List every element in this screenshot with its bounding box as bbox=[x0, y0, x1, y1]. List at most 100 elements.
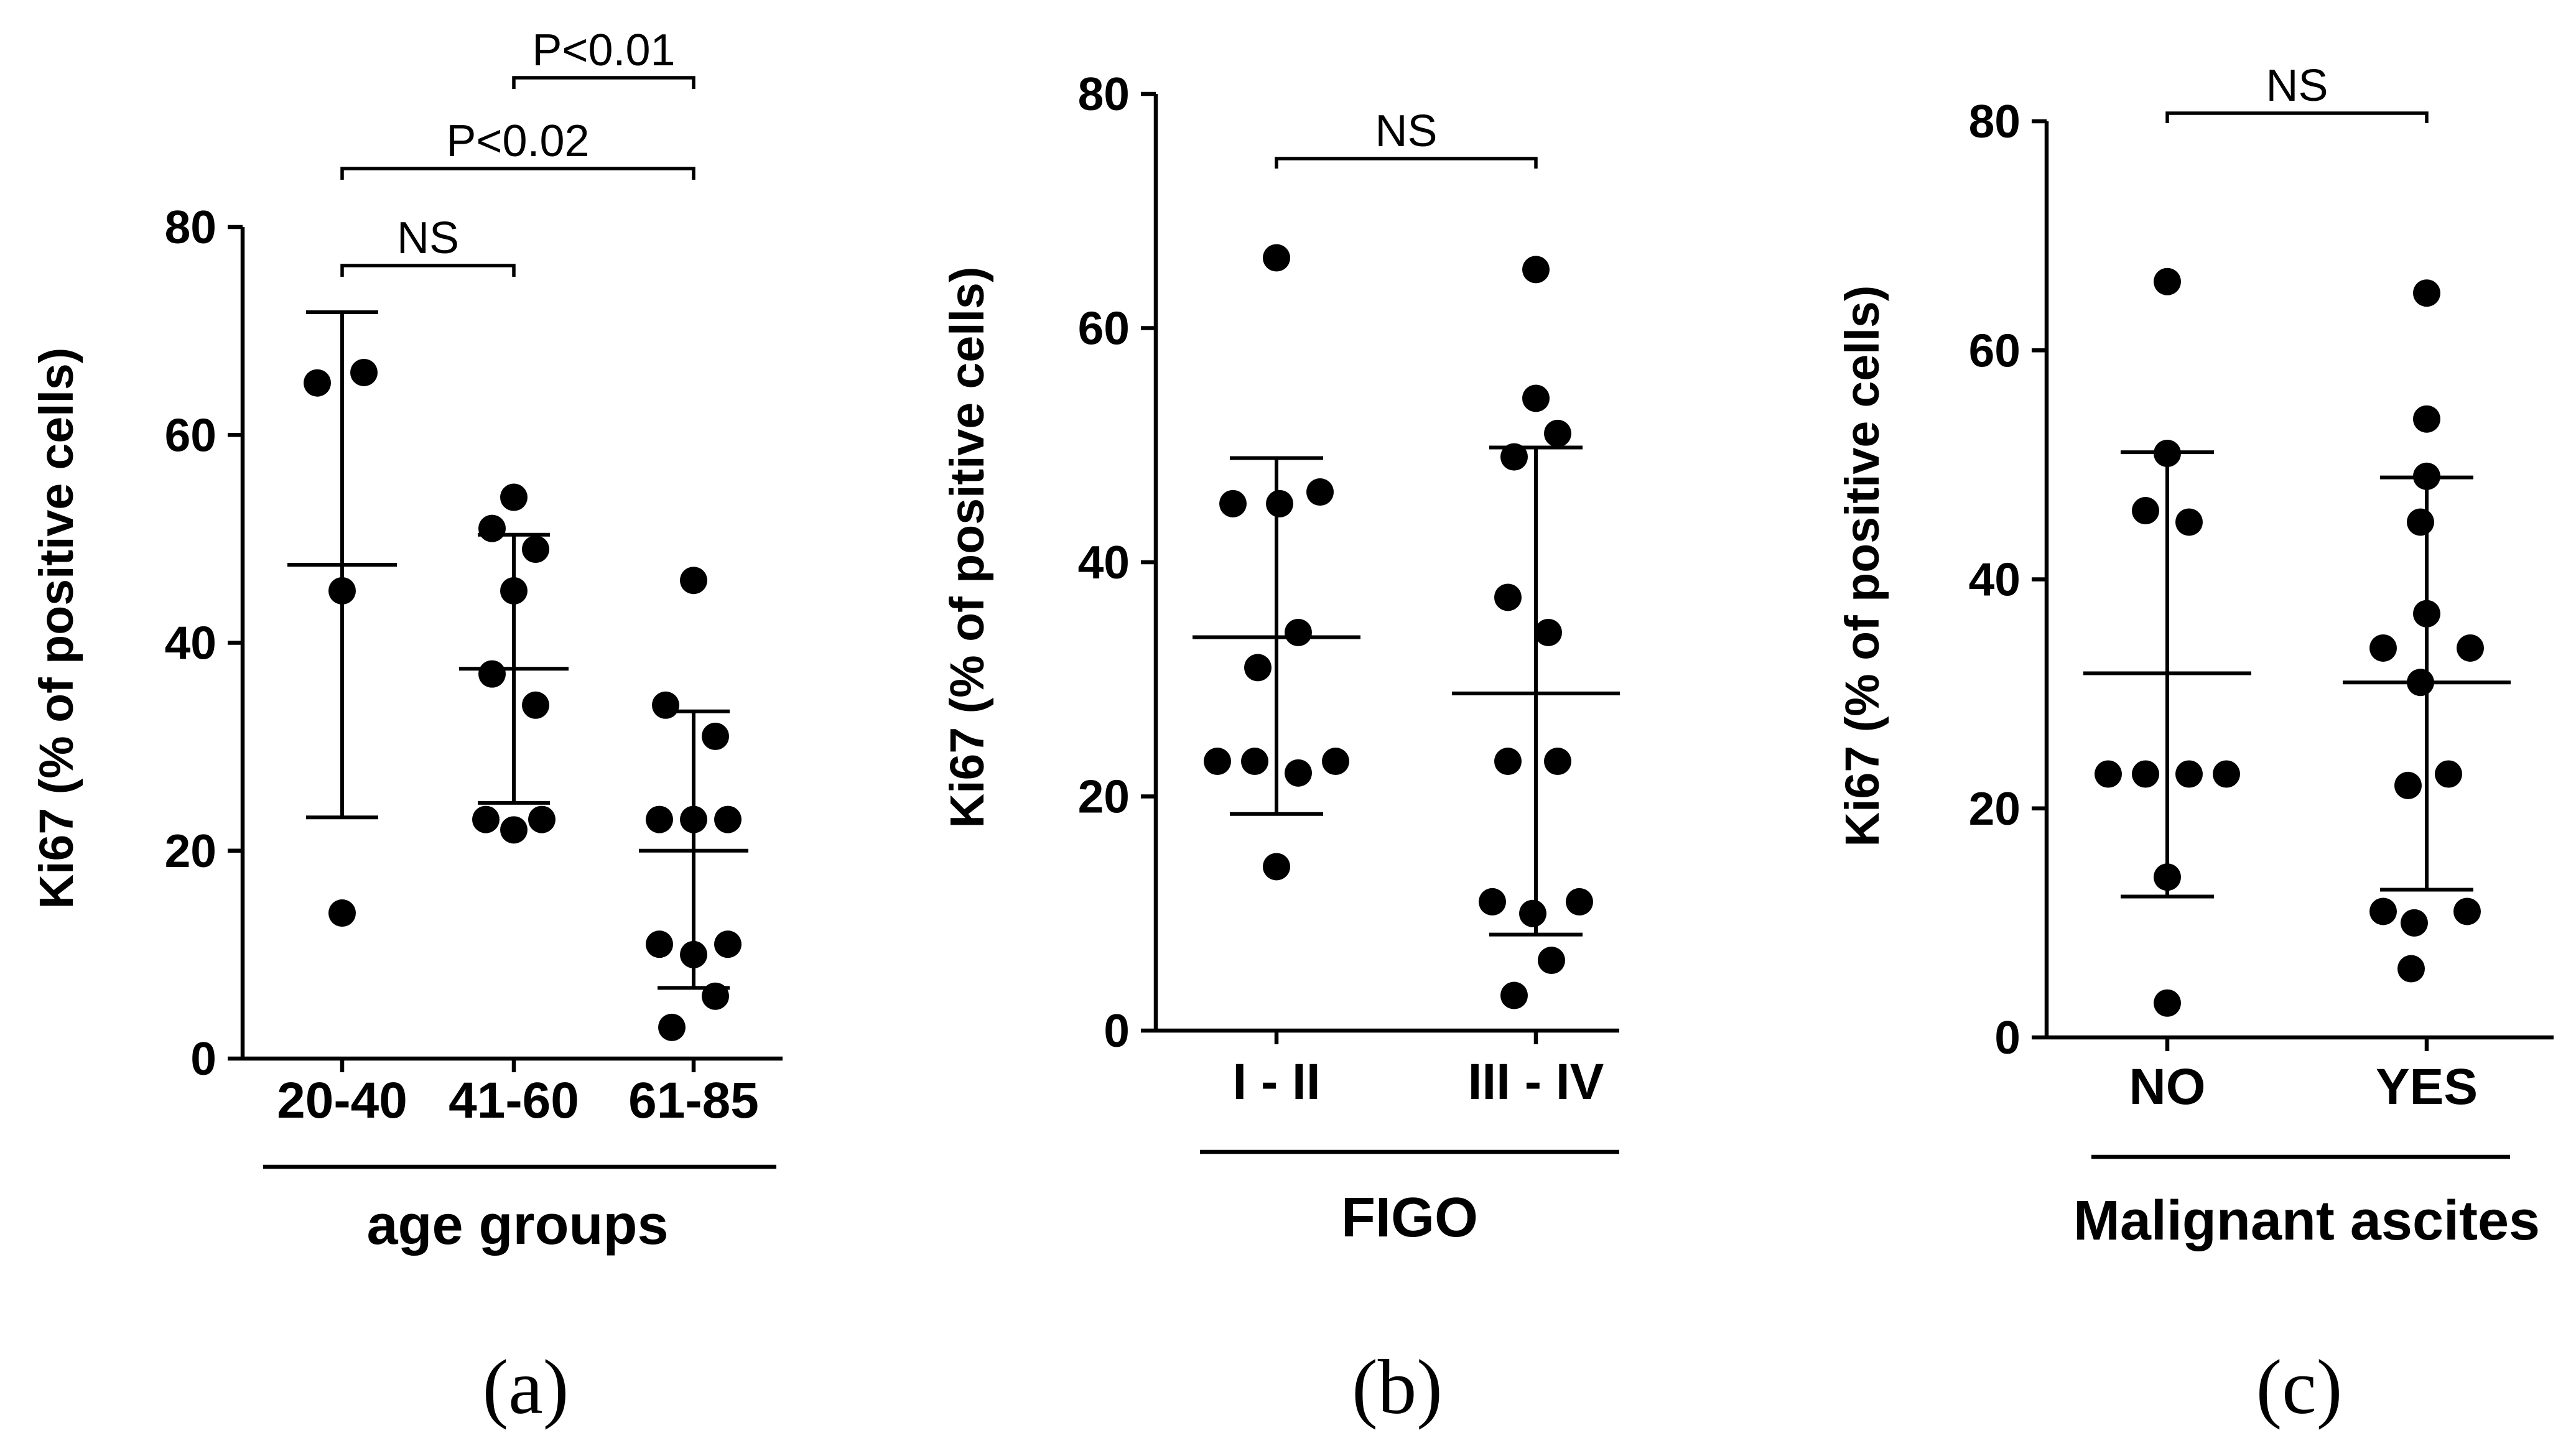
panel-a-y-tick-label: 40 bbox=[165, 617, 216, 669]
panel-a-data-point bbox=[702, 722, 729, 750]
panel-b-data-point bbox=[1535, 618, 1562, 646]
panel-c-y-tick-label: 60 bbox=[1969, 324, 2020, 376]
panel-a-data-point bbox=[714, 930, 742, 958]
panel-b-significance-label: NS bbox=[1375, 106, 1437, 156]
panel-b-data-point bbox=[1306, 478, 1334, 506]
panel-c-data-point bbox=[2401, 909, 2428, 937]
panel-b-data-point bbox=[1500, 981, 1528, 1009]
panel-b-data-point bbox=[1479, 888, 1506, 916]
panel-c: Ki67 (% of positive cells) 0 20 40 60 80 NO YE… bbox=[1836, 61, 2554, 1430]
panel-b-data-point bbox=[1538, 947, 1565, 975]
panel-a-category-label: 61-85 bbox=[628, 1072, 759, 1129]
panel-b-label: (b) bbox=[1352, 1345, 1443, 1430]
panel-c-data-point bbox=[2369, 897, 2397, 925]
panel-c-data-point bbox=[2453, 897, 2481, 925]
panel-a-data-point bbox=[328, 899, 356, 927]
panel-c-data-point bbox=[2154, 267, 2181, 295]
panel-b-data-point bbox=[1285, 759, 1312, 787]
panel-c-group-label: Malignant ascites bbox=[2073, 1190, 2540, 1252]
panel-c-data-point bbox=[2394, 771, 2422, 799]
panel-a-data-point bbox=[350, 358, 378, 386]
panel-c-plot-area: 0 20 40 60 80 NO YES NS bbox=[1969, 61, 2554, 1115]
panel-c-y-tick-label: 0 bbox=[1994, 1011, 2020, 1064]
panel-b-y-tick-label: 40 bbox=[1078, 536, 1130, 588]
panel-c-y-tick-label: 80 bbox=[1969, 95, 2020, 147]
panel-a-data-point bbox=[500, 577, 528, 605]
panel-b-data-point bbox=[1544, 419, 1571, 447]
panel-a-data-point bbox=[522, 536, 549, 563]
panel-a-group-label: age groups bbox=[366, 1194, 668, 1256]
panel-a-y-tick-label: 60 bbox=[165, 409, 216, 461]
panel-b-data-point bbox=[1494, 583, 1522, 611]
panel-a-data-point bbox=[680, 567, 707, 595]
panel-b-data-point bbox=[1522, 384, 1550, 412]
panel-a-data-point bbox=[528, 805, 556, 833]
panel-b-data-point bbox=[1494, 748, 1522, 776]
panel-c-data-point bbox=[2413, 405, 2440, 433]
panel-a-data-point bbox=[304, 369, 331, 397]
panel-a-y-axis-label: Ki67 (% of positive cells) bbox=[30, 348, 83, 909]
panel-a-y-tick-label: 80 bbox=[165, 201, 216, 253]
panel-c-label: (c) bbox=[2256, 1345, 2343, 1430]
panel-c-y-tick-label: 20 bbox=[1969, 782, 2020, 835]
panel-a-data-point bbox=[328, 577, 356, 605]
panel-b-plot-area: 0 20 40 60 80 I - II III - IV NS bbox=[1078, 68, 1620, 1110]
panel-a-y-tick-label: 20 bbox=[165, 825, 216, 877]
panel-c-data-point bbox=[2154, 439, 2181, 467]
panel-b: Ki67 (% of positive cells) 0 20 40 60 80 I - … bbox=[941, 68, 1620, 1430]
panel-a-data-point bbox=[472, 805, 500, 833]
panel-c-data-point bbox=[2154, 989, 2181, 1017]
panel-b-data-point bbox=[1263, 853, 1290, 881]
panel-c-data-point bbox=[2413, 279, 2440, 307]
panel-b-data-point bbox=[1522, 256, 1550, 284]
panel-b-group-label: FIGO bbox=[1341, 1187, 1478, 1249]
panel-b-y-tick-label: 20 bbox=[1078, 771, 1130, 823]
panel-a-data-point bbox=[714, 805, 742, 833]
panel-c-category-label: YES bbox=[2376, 1059, 2478, 1115]
panel-a-data-point bbox=[478, 514, 506, 542]
panel-c-data-point bbox=[2369, 634, 2397, 662]
panel-c-data-point bbox=[2457, 634, 2484, 662]
panel-b-data-point bbox=[1219, 489, 1247, 517]
panel-c-data-point bbox=[2154, 863, 2181, 891]
panel-a-significance-label: P<0.01 bbox=[532, 26, 675, 75]
panel-a-data-point bbox=[478, 660, 506, 688]
panel-b-y-axis-label: Ki67 (% of positive cells) bbox=[941, 267, 994, 828]
panel-c-data-point bbox=[2132, 760, 2159, 788]
panel-a-category-label: 20-40 bbox=[277, 1072, 407, 1129]
panel-c-data-point bbox=[2397, 955, 2425, 983]
panel-a-data-point bbox=[680, 940, 707, 968]
panel-c-data-point bbox=[2175, 760, 2203, 788]
panel-b-data-point bbox=[1266, 489, 1293, 517]
panel-b-category-label: I - II bbox=[1232, 1054, 1320, 1110]
panel-a-significance-bracket bbox=[512, 76, 695, 89]
panel-c-data-point bbox=[2407, 508, 2434, 536]
panel-a-y-tick-label: 0 bbox=[190, 1032, 216, 1085]
panel-c-data-point bbox=[2435, 760, 2462, 788]
panel-b-significance-bracket bbox=[1275, 157, 1538, 169]
panel-c-significance-bracket bbox=[2165, 111, 2429, 123]
panel-a-data-point bbox=[702, 982, 729, 1010]
panel-b-data-point bbox=[1566, 888, 1593, 916]
panel-a-data-point bbox=[500, 816, 528, 844]
panel-a-data-point bbox=[658, 1013, 686, 1041]
panel-a-data-point bbox=[522, 691, 549, 719]
panel-a-data-point bbox=[646, 805, 673, 833]
panel-c-data-point bbox=[2132, 497, 2159, 525]
panel-a-data-point bbox=[652, 691, 679, 719]
panel-b-data-point bbox=[1263, 244, 1290, 272]
panel-c-significance-label: NS bbox=[2266, 61, 2328, 111]
panel-a-significance-bracket bbox=[340, 264, 516, 277]
panel-a: Ki67 (% of positive cells) 0 20 40 60 80 20-4… bbox=[30, 26, 783, 1430]
panel-a-label: (a) bbox=[483, 1345, 569, 1430]
panel-a-data-point bbox=[500, 483, 528, 511]
panel-b-data-point bbox=[1519, 899, 1546, 927]
panel-c-data-point bbox=[2095, 760, 2122, 788]
panel-c-data-point bbox=[2175, 508, 2203, 536]
panel-a-data-point bbox=[680, 805, 707, 833]
panel-a-category-label: 41-60 bbox=[449, 1072, 579, 1129]
panel-a-data-point bbox=[646, 930, 673, 958]
panel-c-y-axis-label: Ki67 (% of positive cells) bbox=[1836, 285, 1889, 847]
panel-a-plot-area: 0 20 40 60 80 20-40 41-60 61-85 NS P<0.02 P<0.01 bbox=[165, 26, 783, 1129]
